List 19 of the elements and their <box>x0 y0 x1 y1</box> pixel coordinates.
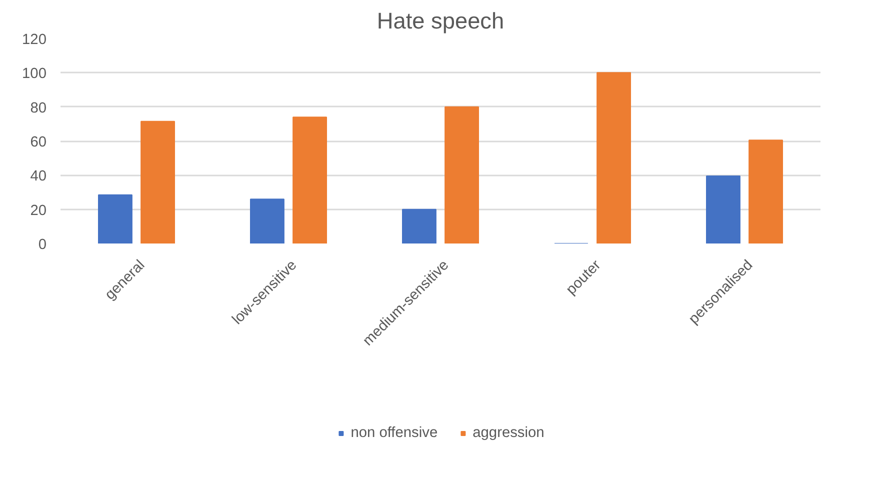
y-tick-label: 100 <box>22 66 47 82</box>
bar <box>444 106 479 244</box>
bar <box>596 72 631 244</box>
bar <box>250 198 284 244</box>
y-tick-label: 120 <box>22 32 47 48</box>
legend-label: aggression <box>472 425 544 441</box>
y-tick-label: 40 <box>30 168 47 185</box>
bar <box>140 120 175 244</box>
y-tick-label: 20 <box>30 202 47 219</box>
legend-label: non offensive <box>350 425 438 441</box>
chart-title: Hate speech <box>376 8 504 34</box>
bar <box>748 140 783 244</box>
bar <box>98 194 132 244</box>
bar <box>292 116 327 244</box>
y-tick-label: 60 <box>30 134 47 150</box>
y-tick-label: 80 <box>30 100 47 116</box>
bar <box>706 176 740 244</box>
y-tick-label: 0 <box>38 237 47 253</box>
bar <box>402 208 436 244</box>
